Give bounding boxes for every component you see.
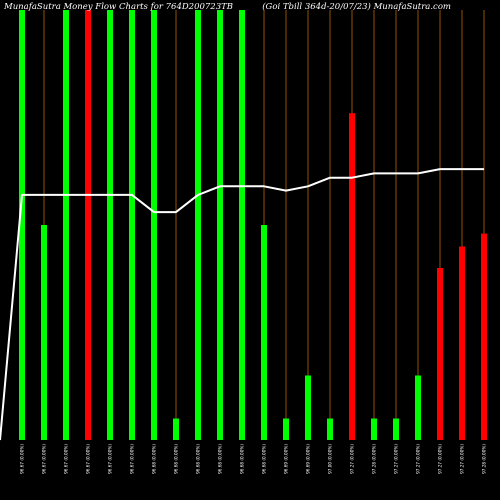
x-axis-labels: 96.67 (0.00%) 96.67 (0.00%) 96.67 (0.00%) 9… xyxy=(20,444,487,474)
bar-16 xyxy=(349,113,355,440)
x-tick-label-8: 96.68 (0.00%) xyxy=(174,444,179,474)
x-tick-label-12: 96.68 (0.00%) xyxy=(262,444,267,474)
x-tick-label-2: 96.67 (0.00%) xyxy=(42,444,47,474)
x-tick-label-10: 96.68 (0.00%) xyxy=(218,444,223,474)
bar-2 xyxy=(41,225,47,440)
bar-8 xyxy=(173,418,179,440)
x-tick-label-1: 96.67 (0.00%) xyxy=(20,444,25,474)
x-tick-label-5: 96.67 (0.00%) xyxy=(108,444,113,474)
x-tick-label-4: 96.67 (0.00%) xyxy=(86,444,91,474)
x-tick-label-7: 96.68 (0.00%) xyxy=(152,444,157,474)
bar-5 xyxy=(107,10,113,440)
x-tick-label-14: 96.69 (0.00%) xyxy=(306,444,311,474)
bar-6 xyxy=(129,10,135,440)
x-tick-label-21: 97.27 (0.00%) xyxy=(460,444,465,474)
bar-4 xyxy=(85,10,91,440)
x-tick-label-3: 96.67 (0.00%) xyxy=(64,444,69,474)
chart-title: MunafaSutra Money Flow Charts for 764D20… xyxy=(3,2,233,12)
bar-17 xyxy=(371,418,377,440)
x-tick-label-22: 97.28 (0.00%) xyxy=(482,444,487,474)
bar-19 xyxy=(415,375,421,440)
bar-9 xyxy=(195,10,201,440)
bar-10 xyxy=(217,10,223,440)
x-tick-label-18: 97.27 (0.00%) xyxy=(394,444,399,474)
x-tick-label-16: 97.27 (0.00%) xyxy=(350,444,355,474)
money-flow-line xyxy=(0,168,484,441)
bar-11 xyxy=(239,10,245,440)
x-tick-label-9: 96.68 (0.00%) xyxy=(196,444,201,474)
x-tick-label-17: 97.28 (0.00%) xyxy=(372,444,377,474)
chart-source: (Goi Tbill 364d-20/07/23) MunafaSutra.co… xyxy=(262,1,451,12)
bar-3 xyxy=(63,10,69,440)
x-tick-label-13: 96.69 (0.00%) xyxy=(284,444,289,474)
bars xyxy=(19,10,487,440)
x-tick-label-11: 96.68 (0.00%) xyxy=(240,444,245,474)
bar-1 xyxy=(19,10,25,440)
bar-21 xyxy=(459,246,465,440)
bar-13 xyxy=(283,418,289,440)
x-tick-label-6: 96.67 (0.00%) xyxy=(130,444,135,474)
bar-7 xyxy=(151,10,157,440)
bar-12 xyxy=(261,225,267,440)
x-tick-label-20: 97.27 (0.00%) xyxy=(438,444,443,474)
bar-14 xyxy=(305,375,311,440)
bar-20 xyxy=(437,268,443,440)
bar-18 xyxy=(393,418,399,440)
bar-22 xyxy=(481,233,487,440)
bar-15 xyxy=(327,418,333,440)
x-tick-label-15: 97.00 (0.00%) xyxy=(328,444,333,474)
x-tick-label-19: 97.27 (0.00%) xyxy=(416,444,421,474)
